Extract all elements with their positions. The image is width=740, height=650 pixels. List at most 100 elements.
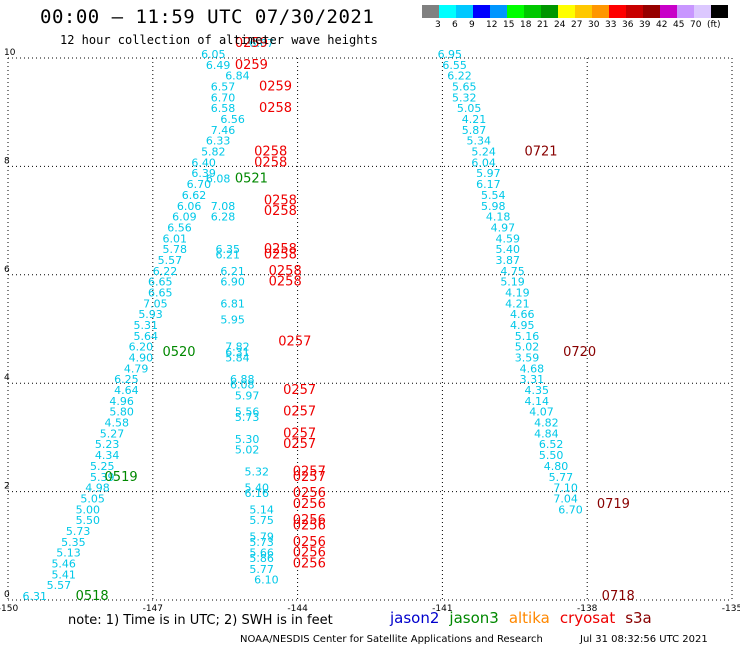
data-label: 4.82 (534, 417, 559, 430)
page-subtitle: 12 hour collection of altimeter wave hei… (60, 33, 378, 47)
data-label: 5.25 (90, 460, 115, 473)
time-label: 0256 (293, 519, 326, 534)
time-label: 0520 (162, 345, 195, 360)
legend-label: 24 (554, 20, 566, 30)
data-label: 7.08 (211, 200, 236, 213)
legend-label: 12 (486, 20, 498, 30)
time-label: 0258 (269, 275, 302, 290)
data-label: 6.01 (162, 232, 187, 245)
data-label: 5.80 (109, 406, 134, 419)
data-label: 5.73 (66, 525, 91, 538)
data-label: 4.98 (85, 482, 110, 495)
data-label: 6.33 (206, 135, 231, 148)
data-label: 4.35 (524, 384, 549, 397)
data-label: 6.21 (216, 249, 241, 262)
data-label: 6.08 (230, 379, 255, 392)
legend-label: 70 (690, 20, 702, 30)
legend-swatch (711, 5, 728, 18)
legend-swatch (524, 5, 541, 18)
data-label: 6.10 (254, 574, 279, 587)
y-tick-label: 2 (4, 482, 10, 492)
x-tick-label: -144 (287, 604, 308, 614)
data-label: 5.41 (51, 568, 76, 581)
data-label: 5.39 (90, 471, 115, 484)
time-label: 0257 (283, 405, 316, 420)
data-label: 5.86 (249, 552, 273, 565)
data-label: 6.95 (438, 48, 463, 61)
data-label: 5.32 (452, 91, 477, 104)
data-label: 4.18 (486, 211, 511, 224)
legend-bar (422, 5, 732, 18)
data-label: 7.04 (553, 492, 578, 505)
data-label: 5.05 (80, 492, 105, 505)
data-label: 5.34 (467, 135, 492, 148)
time-label: 0256 (293, 486, 326, 501)
data-label: 6.20 (129, 341, 154, 354)
data-label: 5.13 (56, 547, 80, 560)
legend-swatch (422, 5, 439, 18)
legend-swatch (643, 5, 660, 18)
time-label: 0256 (293, 513, 326, 528)
legend-swatch (541, 5, 558, 18)
data-label: 4.21 (505, 297, 530, 310)
legend-swatch (558, 5, 575, 18)
x-tick-label: -138 (577, 604, 598, 614)
legend-label: 18 (520, 20, 532, 30)
legend-labels: 3 6 9 12 15 18 21 24 27 30 33 36 39 42 45 70 (ft) (422, 18, 732, 32)
data-label: 7.82 (225, 341, 250, 354)
data-label: 6.67 (249, 37, 273, 50)
data-label: 5.79 (249, 530, 273, 543)
data-label: 5.64 (133, 330, 158, 343)
data-label: 6.56 (220, 113, 245, 126)
data-label: 6.28 (211, 211, 236, 224)
data-label: 6.17 (476, 178, 501, 191)
time-label: 0720 (563, 345, 596, 360)
data-label: 4.80 (544, 460, 569, 473)
data-label: 7.05 (143, 297, 168, 310)
data-label: 5.73 (249, 536, 273, 549)
time-label: 0518 (76, 589, 109, 604)
legend-label: 21 (537, 20, 549, 30)
data-label: 6.70 (558, 503, 583, 516)
footer-date: Jul 31 08:32:56 UTC 2021 (580, 634, 708, 645)
data-label: 5.35 (61, 536, 86, 549)
color-legend: 3 6 9 12 15 18 21 24 27 30 33 36 39 42 45 70 (ft) (422, 5, 732, 32)
time-label: 0258 (264, 193, 297, 208)
satellite-list: jason2 jason3 altika cryosat s3a (390, 609, 662, 627)
legend-swatch (660, 5, 677, 18)
data-label: 3.87 (495, 254, 520, 267)
data-label: 4.59 (495, 232, 520, 245)
data-label: 6.90 (220, 276, 245, 289)
page-title: 00:00 — 11:59 UTC 07/30/2021 (40, 6, 375, 28)
legend-label: 3 (435, 20, 441, 30)
y-tick-label: 4 (4, 373, 10, 383)
data-label: 6.56 (167, 221, 192, 234)
satellite-jason2: jason2 (390, 609, 440, 627)
data-label: 6.70 (211, 91, 236, 104)
x-tick-label: -147 (143, 604, 163, 614)
data-label: 6.58 (211, 102, 236, 115)
time-label: 0257 (283, 383, 316, 398)
data-label: 5.82 (201, 146, 226, 159)
legend-label: 27 (571, 20, 583, 30)
time-label: 0258 (254, 155, 287, 170)
data-label: 6.35 (216, 243, 241, 256)
data-label: 6.40 (191, 156, 216, 169)
data-label: 5.65 (452, 81, 477, 94)
time-label: 0257 (293, 470, 326, 485)
data-label: 3.59 (515, 352, 540, 365)
legend-swatch (490, 5, 507, 18)
legend-label: (ft) (707, 20, 721, 30)
data-label: 5.40 (245, 482, 269, 495)
satellite-s3a: s3a (625, 609, 652, 627)
satellite-altika: altika (508, 609, 550, 627)
data-label: 4.21 (462, 113, 487, 126)
data-label: 6.39 (191, 167, 216, 180)
legend-swatch (626, 5, 643, 18)
satellite-cryosat: cryosat (559, 609, 616, 627)
data-label: 5.54 (481, 189, 506, 202)
time-label: 0257 (278, 334, 311, 349)
data-label: 4.79 (124, 362, 149, 375)
data-label: 5.77 (249, 563, 273, 576)
time-label: 0521 (235, 172, 268, 187)
